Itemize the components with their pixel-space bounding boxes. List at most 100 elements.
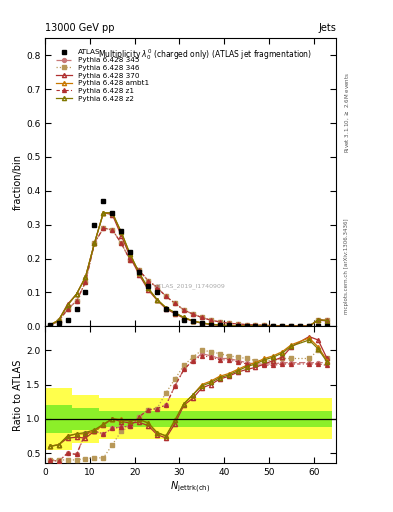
Pythia 6.428 370 — [316, 317, 320, 323]
Pythia 6.428 z2 — [325, 317, 329, 324]
Pythia 6.428 345 — [128, 257, 132, 263]
Pythia 6.428 370 — [235, 323, 240, 329]
Pythia 6.428 345 — [298, 323, 303, 329]
Pythia 6.428 z2 — [280, 323, 285, 329]
ATLAS — [74, 306, 79, 312]
Pythia 6.428 370 — [47, 322, 52, 328]
Legend: ATLAS, Pythia 6.428 345, Pythia 6.428 346, Pythia 6.428 370, Pythia 6.428 ambt1,: ATLAS, Pythia 6.428 345, Pythia 6.428 34… — [55, 48, 150, 103]
Pythia 6.428 ambt1 — [307, 323, 312, 329]
Pythia 6.428 z1 — [137, 267, 141, 273]
Pythia 6.428 346 — [101, 225, 106, 231]
ATLAS — [119, 228, 124, 234]
Pythia 6.428 345 — [110, 227, 115, 233]
Pythia 6.428 ambt1 — [163, 305, 168, 311]
Pythia 6.428 370 — [325, 318, 329, 324]
Pythia 6.428 345 — [119, 240, 124, 246]
Pythia 6.428 z1 — [253, 322, 258, 328]
Pythia 6.428 370 — [182, 315, 186, 321]
Pythia 6.428 z2 — [244, 323, 249, 329]
Pythia 6.428 ambt1 — [217, 322, 222, 328]
Pythia 6.428 370 — [307, 323, 312, 329]
Text: Jets: Jets — [318, 23, 336, 33]
ATLAS — [226, 322, 231, 328]
Pythia 6.428 370 — [101, 210, 106, 216]
Pythia 6.428 370 — [262, 323, 267, 329]
ATLAS — [298, 323, 303, 329]
Pythia 6.428 346 — [253, 322, 258, 328]
Pythia 6.428 370 — [217, 322, 222, 328]
X-axis label: $N_\mathrm{jet trk(ch)}$: $N_\mathrm{jet trk(ch)}$ — [171, 480, 211, 496]
ATLAS — [56, 320, 61, 326]
Pythia 6.428 370 — [244, 323, 249, 329]
Pythia 6.428 z1 — [101, 225, 106, 231]
Line: Pythia 6.428 345: Pythia 6.428 345 — [48, 226, 329, 328]
Pythia 6.428 z2 — [217, 322, 222, 328]
Pythia 6.428 345 — [56, 318, 61, 324]
Pythia 6.428 345 — [47, 323, 52, 329]
Pythia 6.428 z1 — [74, 298, 79, 304]
Pythia 6.428 346 — [173, 300, 177, 306]
Pythia 6.428 370 — [163, 306, 168, 312]
Pythia 6.428 345 — [146, 278, 151, 284]
Pythia 6.428 ambt1 — [208, 321, 213, 327]
Pythia 6.428 345 — [262, 322, 267, 328]
Pythia 6.428 ambt1 — [280, 323, 285, 329]
Pythia 6.428 345 — [244, 322, 249, 328]
Pythia 6.428 z2 — [101, 210, 106, 216]
Pythia 6.428 346 — [191, 311, 195, 317]
Pythia 6.428 z1 — [146, 278, 151, 284]
Pythia 6.428 370 — [146, 287, 151, 293]
ATLAS — [65, 316, 70, 323]
Pythia 6.428 370 — [92, 240, 97, 246]
Pythia 6.428 370 — [253, 323, 258, 329]
Pythia 6.428 z1 — [316, 317, 320, 323]
Text: mcplots.cern.ch [arXiv:1306.3436]: mcplots.cern.ch [arXiv:1306.3436] — [344, 219, 349, 314]
Pythia 6.428 z2 — [208, 321, 213, 327]
Pythia 6.428 345 — [271, 323, 276, 329]
Line: Pythia 6.428 346: Pythia 6.428 346 — [48, 226, 329, 328]
Pythia 6.428 370 — [128, 254, 132, 260]
Pythia 6.428 370 — [226, 323, 231, 329]
ATLAS — [173, 310, 177, 316]
Pythia 6.428 346 — [208, 317, 213, 323]
Pythia 6.428 346 — [289, 323, 294, 329]
Pythia 6.428 z2 — [316, 317, 320, 323]
ATLAS — [110, 210, 115, 216]
Pythia 6.428 346 — [110, 227, 115, 233]
Pythia 6.428 370 — [155, 297, 160, 303]
Pythia 6.428 ambt1 — [316, 317, 320, 323]
Pythia 6.428 z2 — [173, 310, 177, 316]
Pythia 6.428 ambt1 — [128, 251, 132, 258]
ATLAS — [316, 323, 320, 329]
Pythia 6.428 345 — [83, 279, 88, 285]
Line: Pythia 6.428 z1: Pythia 6.428 z1 — [48, 226, 329, 328]
Pythia 6.428 z1 — [217, 319, 222, 325]
ATLAS — [47, 322, 52, 328]
Pythia 6.428 ambt1 — [146, 285, 151, 291]
Pythia 6.428 346 — [163, 293, 168, 300]
Pythia 6.428 z2 — [235, 323, 240, 329]
Pythia 6.428 z1 — [244, 322, 249, 328]
Pythia 6.428 370 — [74, 291, 79, 297]
Pythia 6.428 z1 — [307, 323, 312, 329]
Line: Pythia 6.428 z2: Pythia 6.428 z2 — [48, 211, 329, 328]
ATLAS — [137, 269, 141, 275]
Pythia 6.428 ambt1 — [47, 322, 52, 328]
Pythia 6.428 ambt1 — [262, 323, 267, 329]
Pythia 6.428 z1 — [191, 311, 195, 317]
Pythia 6.428 z2 — [155, 296, 160, 303]
ATLAS — [191, 318, 195, 324]
Pythia 6.428 346 — [56, 318, 61, 324]
Pythia 6.428 z2 — [137, 270, 141, 276]
Pythia 6.428 z1 — [271, 323, 276, 329]
Pythia 6.428 370 — [137, 272, 141, 278]
Pythia 6.428 346 — [271, 323, 276, 329]
Pythia 6.428 z1 — [47, 323, 52, 329]
Pythia 6.428 346 — [137, 267, 141, 273]
Pythia 6.428 ambt1 — [137, 270, 141, 276]
Pythia 6.428 370 — [110, 211, 115, 218]
Pythia 6.428 370 — [208, 322, 213, 328]
ATLAS — [307, 323, 312, 329]
Text: Multiplicity $\lambda_0^0$ (charged only) (ATLAS jet fragmentation): Multiplicity $\lambda_0^0$ (charged only… — [97, 47, 312, 62]
Pythia 6.428 370 — [56, 317, 61, 323]
